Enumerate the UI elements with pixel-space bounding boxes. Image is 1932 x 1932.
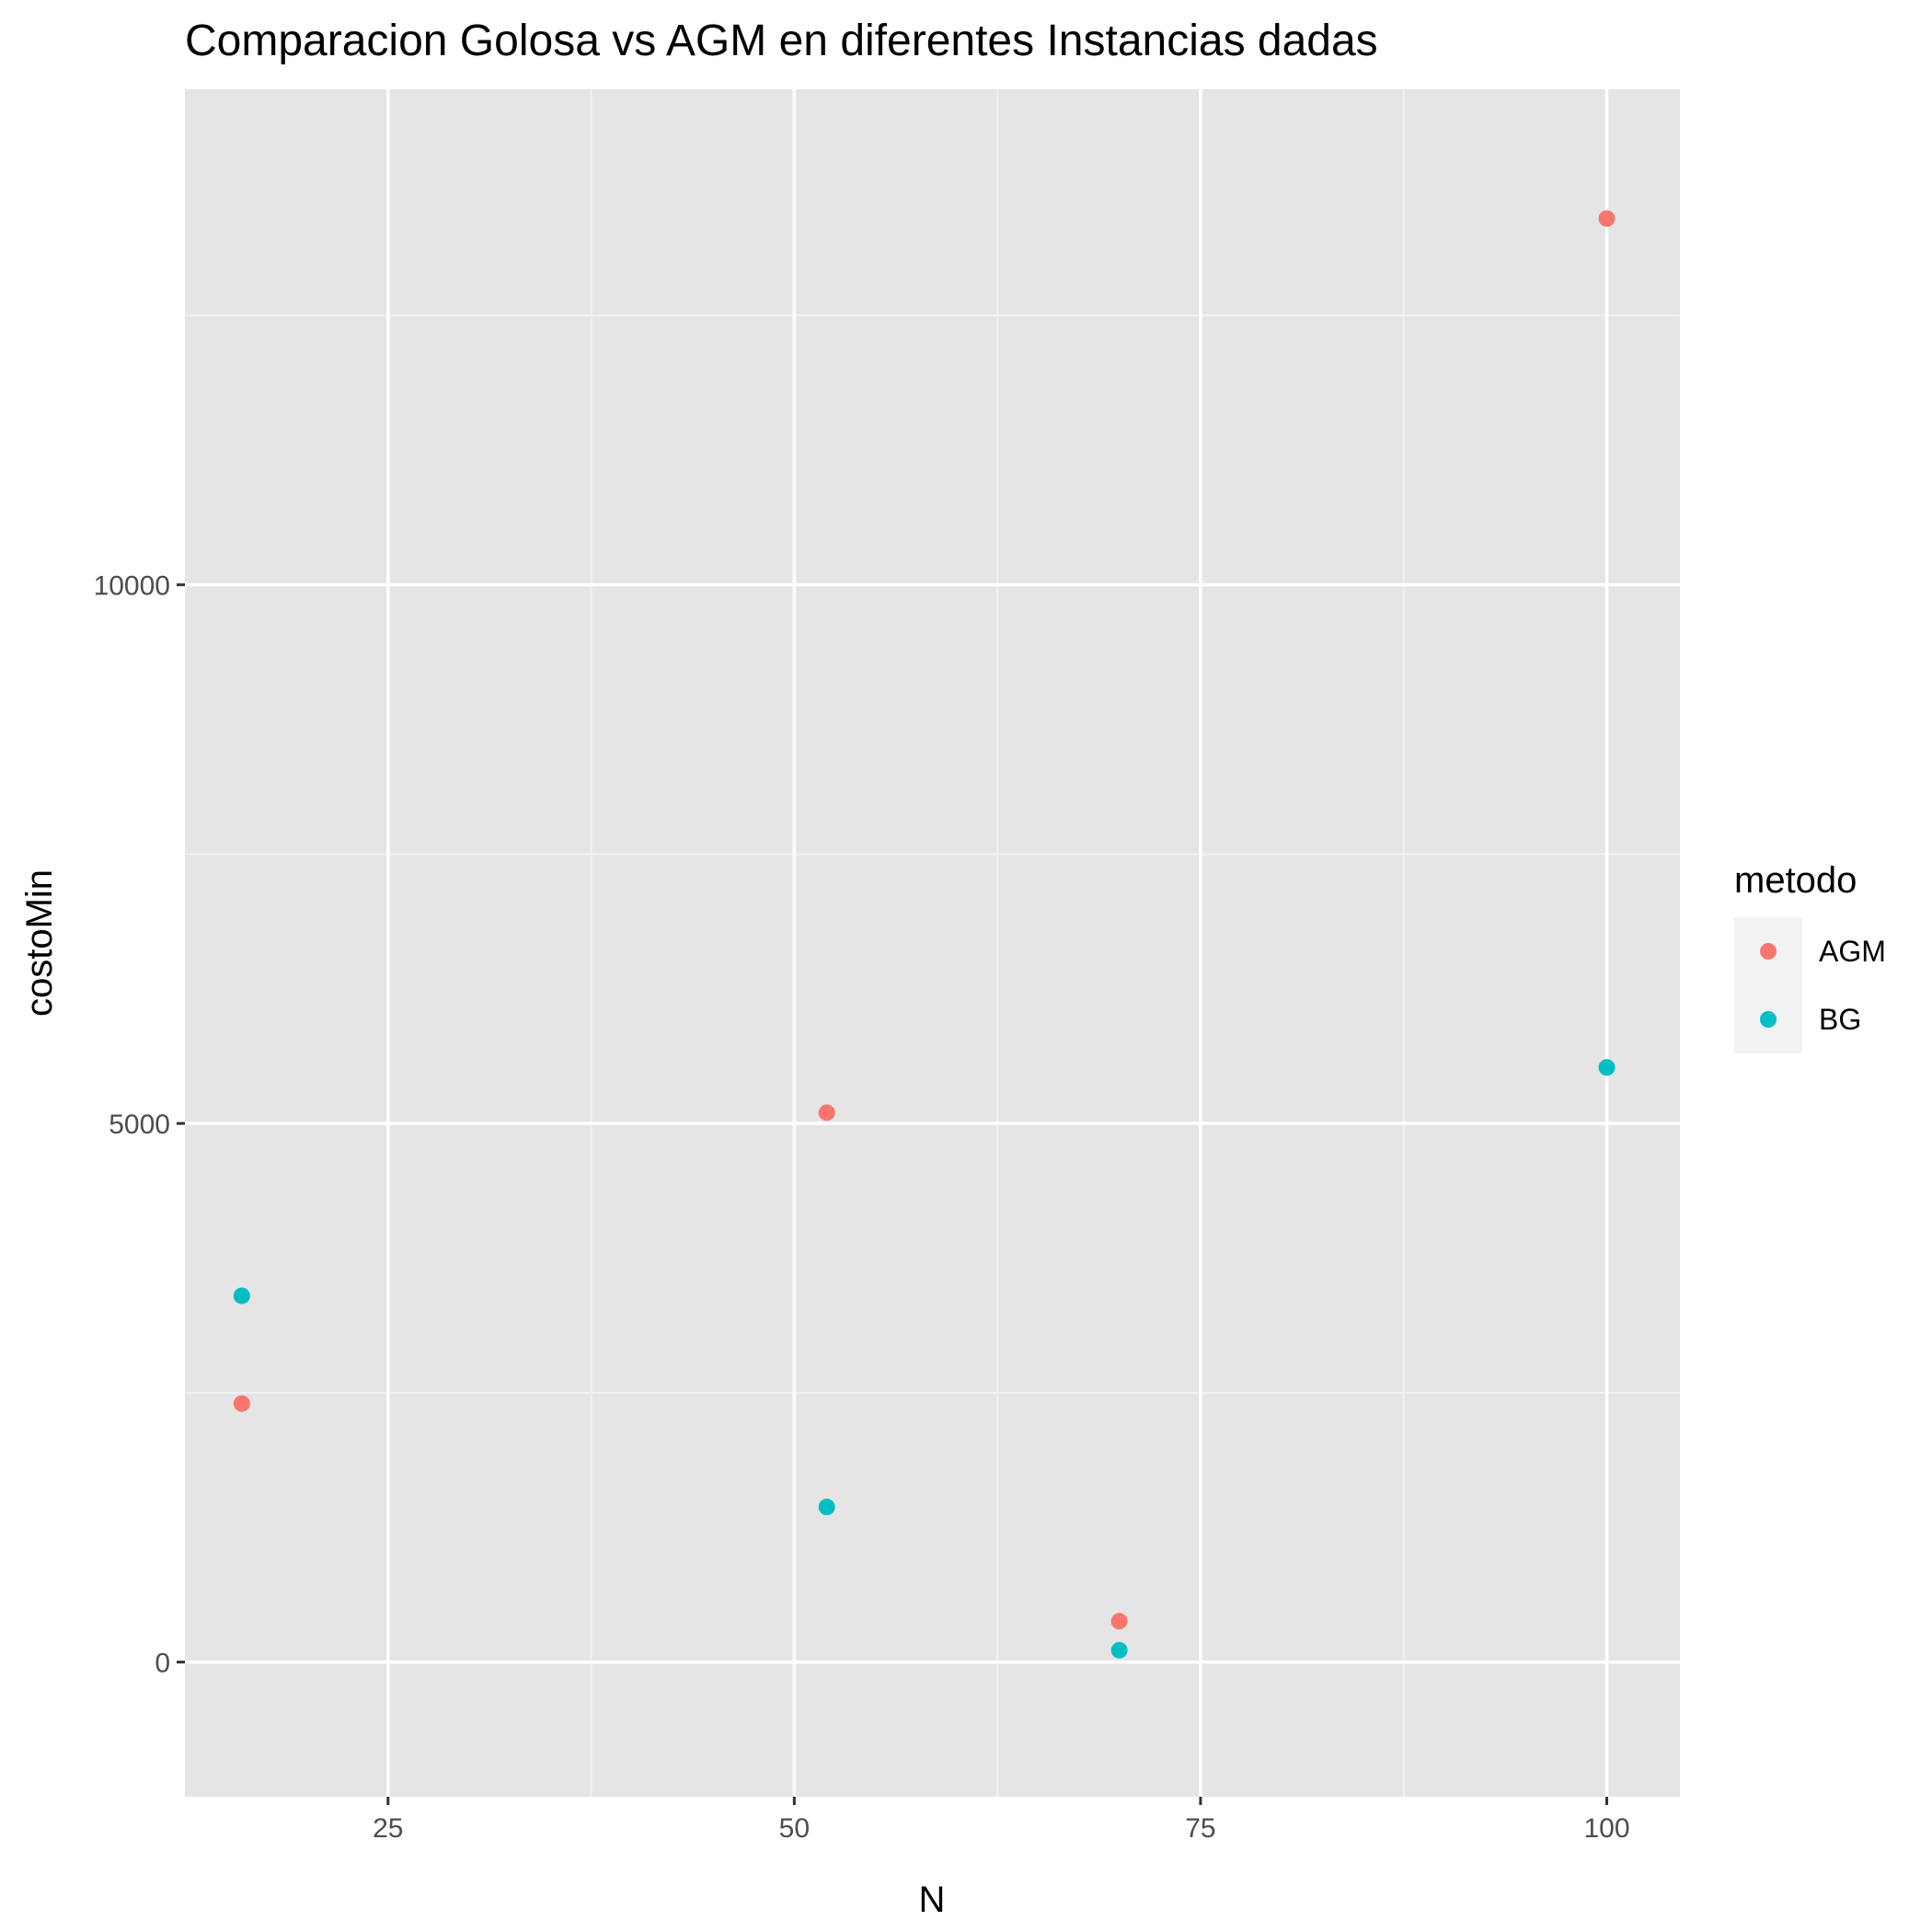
minor-gridlines [185,89,1680,1797]
data-point-agm [233,1395,250,1412]
legend-title: metodo [1734,860,1857,901]
legend-label-agm: AGM [1819,935,1886,968]
legend-label-bg: BG [1819,1003,1861,1036]
y-tick-label: 10000 [94,571,170,602]
y-axis-title: costoMin [19,869,60,1017]
data-point-bg [818,1499,835,1516]
data-point-bg [1598,1059,1616,1076]
x-axis-title: N [919,1880,946,1920]
chart-title: Comparacion Golosa vs AGM en diferentes … [185,17,1378,65]
x-tick-label: 50 [779,1813,810,1844]
x-tick-label: 25 [373,1813,403,1844]
data-point-bg [1110,1641,1128,1659]
legend: metodo AGM BG [1734,860,1886,1053]
legend-key-background [1734,917,1802,1053]
data-point-agm [1110,1613,1128,1630]
legend-key-bg [1760,1011,1777,1028]
data-point-bg [233,1287,250,1305]
y-tick-label: 0 [155,1649,170,1679]
y-axis: 0 5000 10000 [94,571,185,1679]
plot-panel [185,89,1680,1797]
data-point-agm [1598,210,1616,227]
x-axis: 25 50 75 100 [373,1797,1630,1844]
legend-key-agm [1760,943,1777,960]
x-tick-label: 100 [1583,1813,1629,1844]
major-gridlines [185,89,1680,1797]
x-tick-label: 75 [1185,1813,1215,1844]
data-point-agm [818,1104,835,1121]
y-tick-label: 5000 [109,1110,170,1140]
data-points [233,210,1616,1659]
